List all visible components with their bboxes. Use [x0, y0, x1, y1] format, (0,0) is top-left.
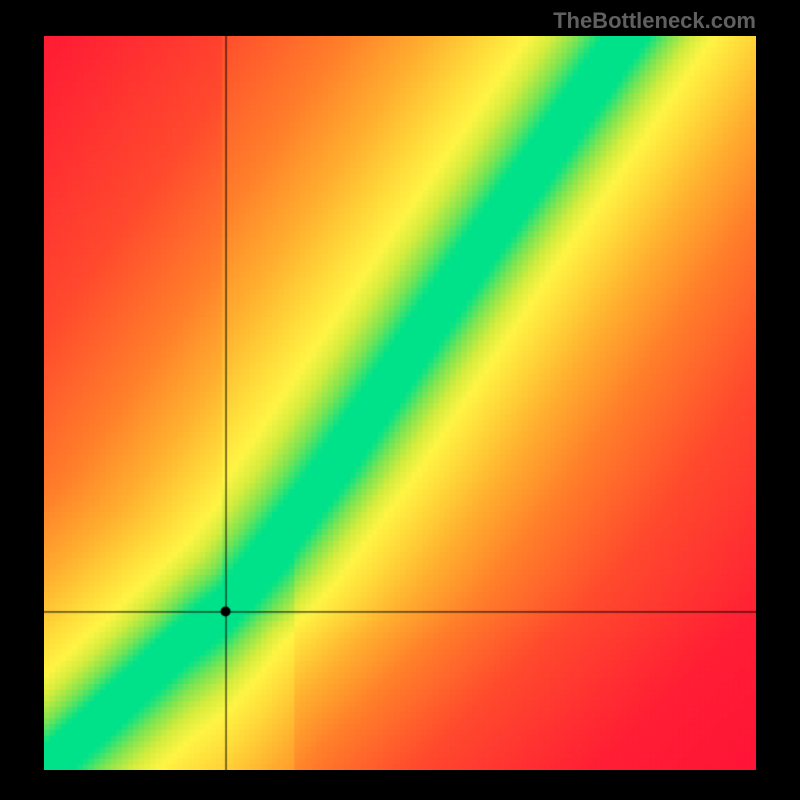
heatmap-plot [44, 36, 756, 770]
watermark-text: TheBottleneck.com [553, 8, 756, 34]
heatmap-canvas [44, 36, 756, 770]
